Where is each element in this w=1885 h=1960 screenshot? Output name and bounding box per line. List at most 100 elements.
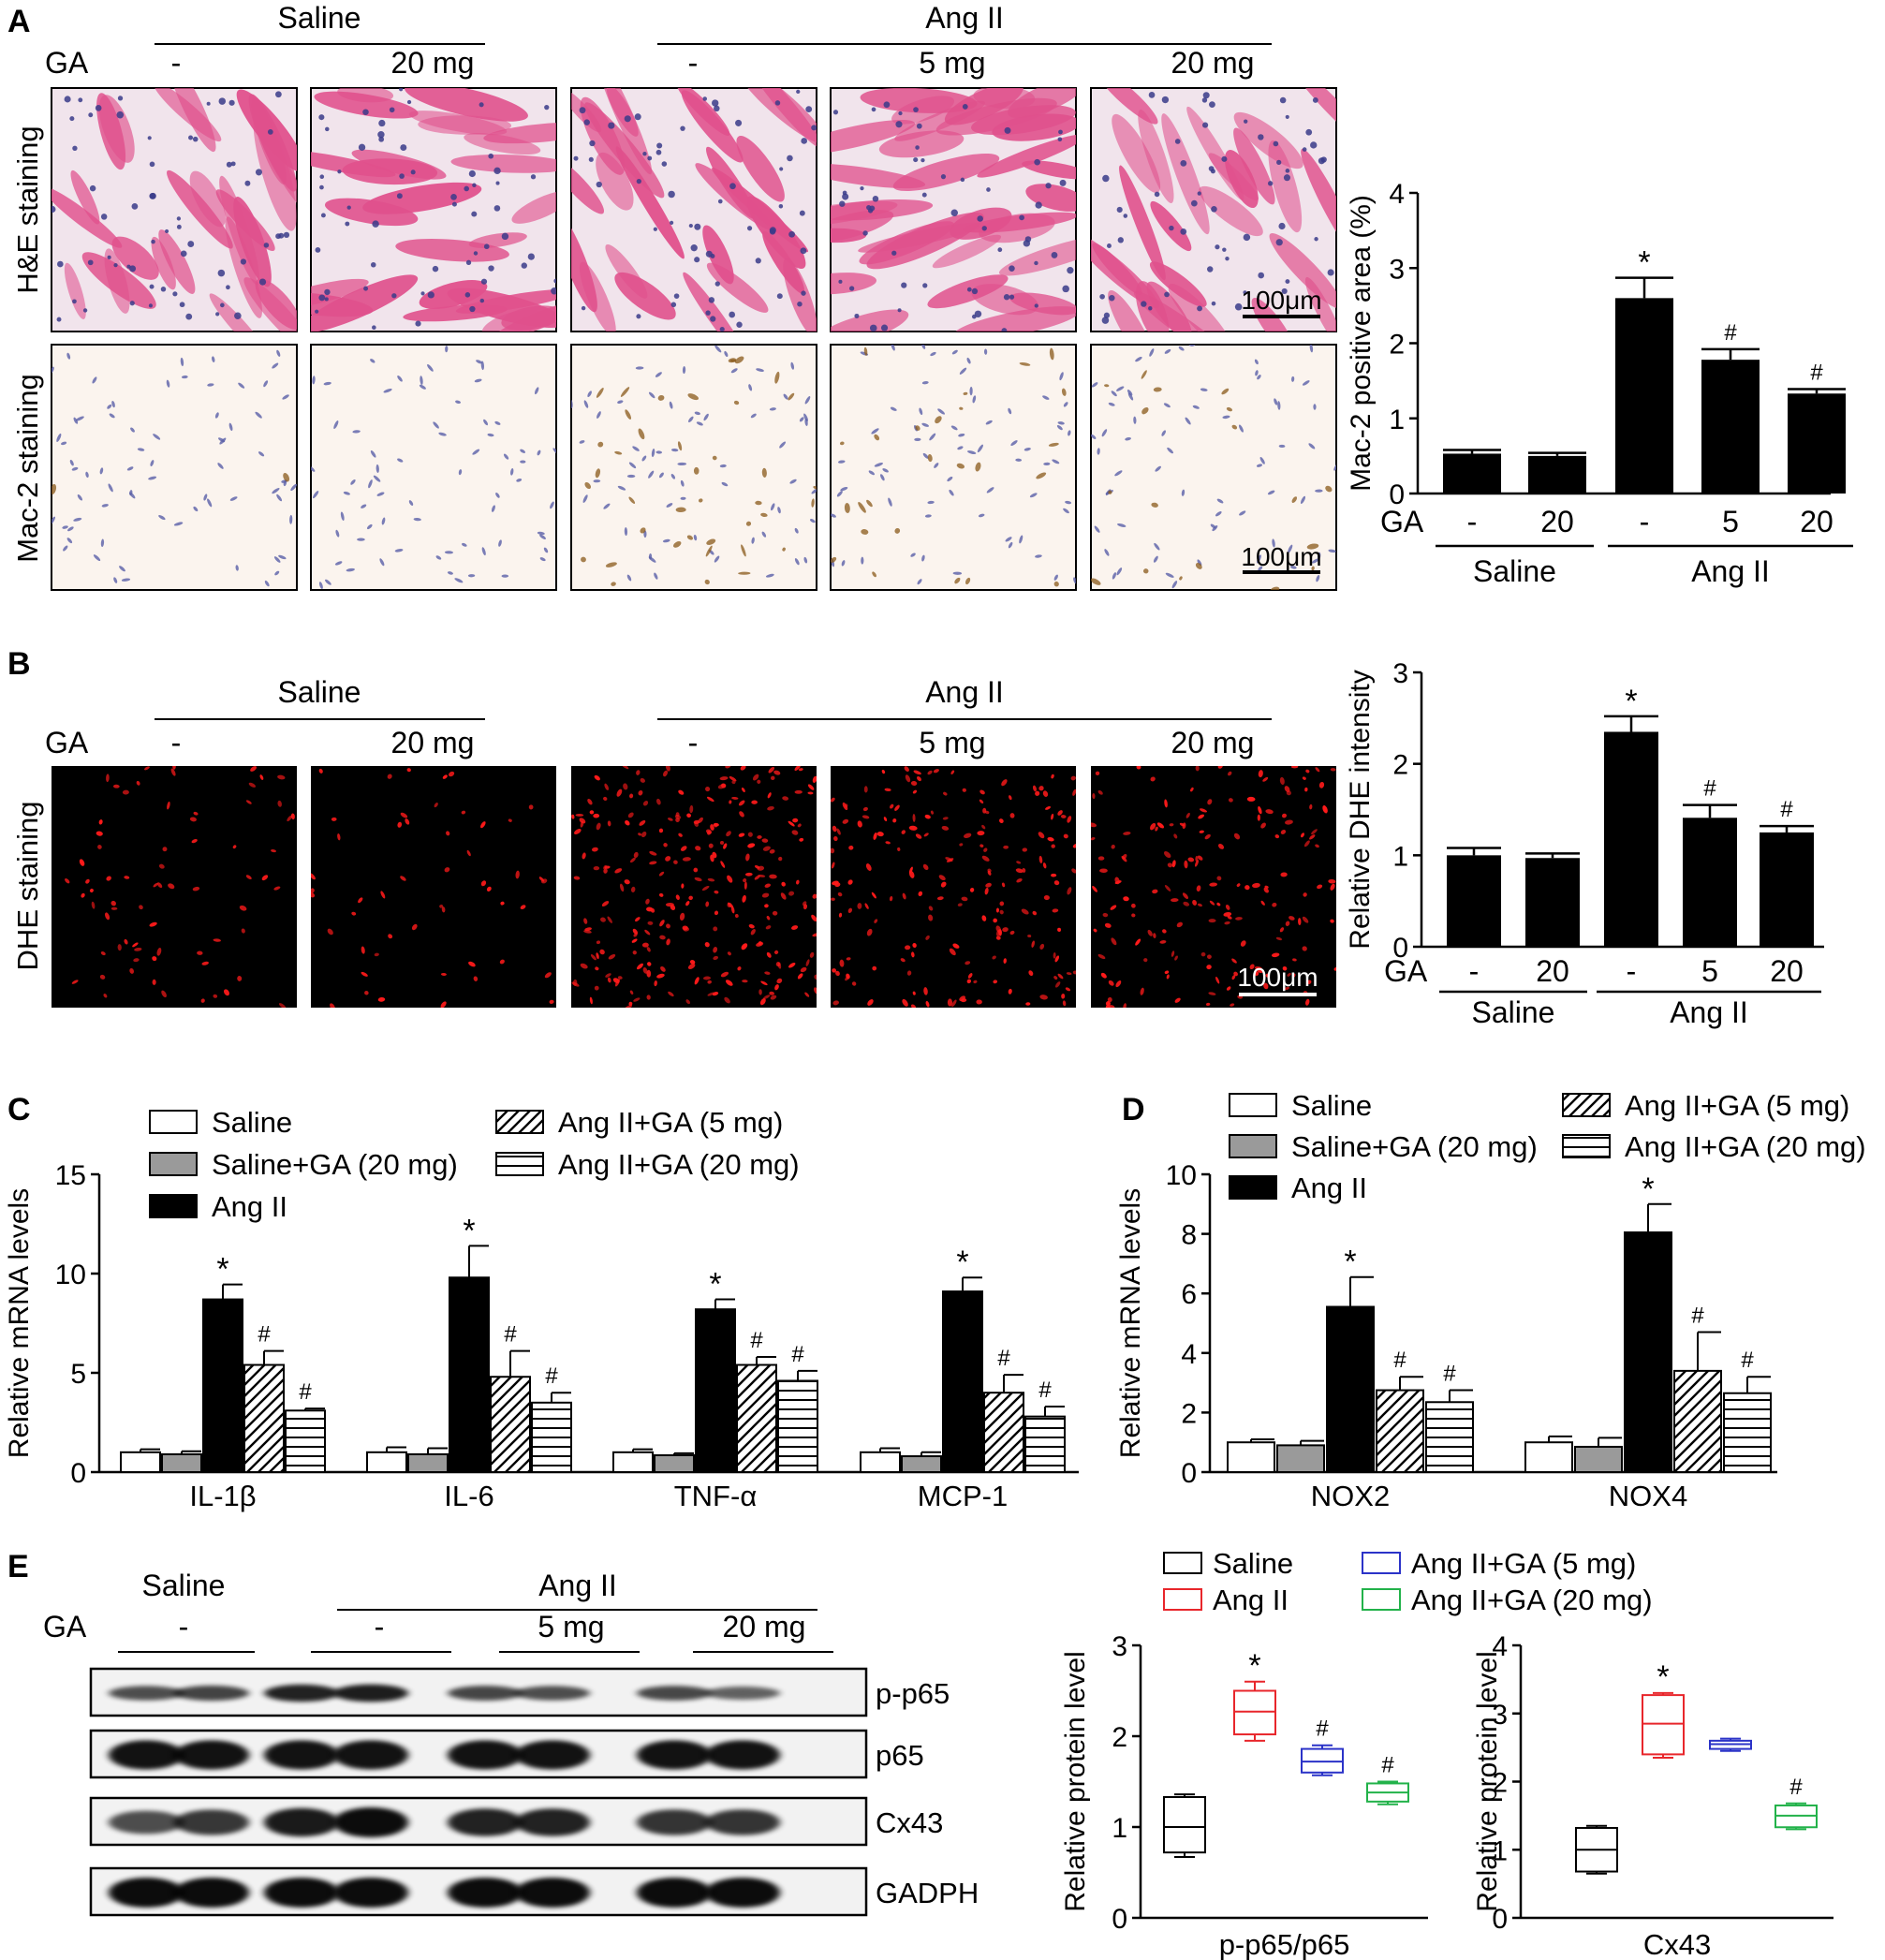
nucleus	[655, 450, 662, 454]
dhe-signal	[639, 819, 646, 826]
nucleus	[129, 492, 136, 499]
dhe-signal	[1217, 766, 1223, 769]
dhe-signal	[1303, 892, 1307, 897]
nucleus	[149, 161, 155, 168]
nucleus	[1067, 267, 1074, 274]
dhe-signal	[1217, 843, 1225, 849]
dhe-signal	[984, 810, 990, 815]
nucleus	[469, 305, 476, 313]
dhe-signal	[764, 971, 771, 975]
nucleus	[582, 494, 588, 503]
nucleus	[1317, 552, 1321, 561]
dhe-signal	[593, 865, 600, 871]
nucleus	[1034, 260, 1038, 266]
dhe-signal	[666, 938, 670, 946]
nucleus	[427, 363, 434, 372]
mac-micrograph-texture	[831, 345, 1076, 587]
nucleus	[148, 476, 157, 480]
legend-label: Ang II+GA (5 mg)	[558, 1106, 783, 1139]
category-label: 20	[1770, 954, 1804, 988]
muscle-fiber	[169, 88, 216, 153]
significance-hash: #	[545, 1363, 558, 1389]
nucleus	[212, 356, 215, 362]
mac-micrograph	[51, 344, 298, 591]
nucleus	[710, 316, 716, 322]
mac2-positive-stain	[874, 434, 880, 441]
dhe-signal	[1065, 987, 1071, 992]
dhe-signal	[1231, 975, 1236, 980]
nucleus	[721, 481, 729, 487]
nucleus	[483, 419, 489, 426]
nucleus	[530, 174, 537, 180]
blot-band	[448, 1686, 523, 1701]
nucleus	[107, 404, 112, 409]
panel-e-header: Saline Ang II GA - - 5 mg 20 mg	[43, 1569, 833, 1653]
nucleus	[1116, 206, 1123, 214]
dhe-signal	[906, 970, 912, 976]
ga-row-label: GA	[43, 1610, 87, 1643]
nucleus	[101, 504, 109, 508]
muscle-fiber	[111, 236, 159, 280]
dhe-signal	[1105, 1001, 1111, 1007]
dhe-signal	[1230, 1003, 1235, 1007]
nucleus	[493, 205, 501, 212]
dhe-signal	[311, 888, 315, 893]
dhe-signal	[727, 951, 731, 956]
dose-label: -	[171, 46, 182, 80]
nucleus	[1056, 424, 1063, 431]
nucleus	[626, 474, 636, 479]
bar	[736, 1363, 777, 1474]
dhe-signal	[1123, 832, 1131, 835]
dhe-signal	[747, 832, 753, 837]
nucleus	[677, 462, 687, 466]
muscle-fiber	[878, 130, 965, 158]
dhe-signal	[149, 921, 157, 927]
nucleus	[480, 361, 484, 371]
dhe-signal	[923, 987, 928, 995]
dhe-signal	[1215, 976, 1220, 984]
nucleus	[778, 203, 784, 209]
nucleus	[187, 241, 195, 248]
nucleus	[77, 494, 83, 501]
dhe-signal	[1333, 966, 1336, 971]
dhe-signal	[508, 818, 512, 822]
nucleus	[52, 516, 56, 525]
nucleus	[978, 513, 985, 518]
dhe-signal	[764, 883, 772, 888]
nucleus	[777, 507, 781, 514]
nucleus	[871, 107, 876, 112]
dhe-signal	[1067, 816, 1072, 823]
dhe-signal	[848, 845, 854, 850]
significance-star: *	[1642, 1172, 1654, 1207]
dhe-signal	[682, 925, 688, 931]
dhe-signal	[973, 980, 978, 984]
nucleus	[837, 460, 846, 464]
nucleus	[444, 551, 454, 554]
nucleus	[419, 384, 426, 390]
dhe-signal	[908, 866, 913, 874]
mac2-positive-stain	[1142, 568, 1149, 574]
dhe-signal	[604, 783, 610, 790]
nucleus	[376, 492, 385, 496]
muscle-fiber	[1168, 284, 1233, 332]
nucleus	[1116, 386, 1125, 391]
bar	[654, 1453, 695, 1473]
nucleus	[1314, 237, 1318, 242]
nucleus	[1155, 465, 1161, 472]
y-tick-label: 0	[1181, 1458, 1197, 1489]
nucleus	[313, 491, 319, 499]
dhe-signal	[405, 818, 410, 825]
muscle-fiber	[1224, 150, 1259, 208]
y-tick-label: 3	[1392, 658, 1408, 689]
dhe-signal	[1179, 822, 1185, 827]
bar	[612, 1451, 654, 1474]
y-tick-label: 3	[1112, 1631, 1127, 1662]
nucleus	[193, 506, 199, 512]
dhe-signal	[1055, 981, 1061, 988]
nucleus	[1258, 566, 1263, 571]
muscle-fiber	[1304, 276, 1336, 332]
row-label-dhe: DHE staining	[11, 802, 44, 971]
nucleus	[108, 483, 113, 493]
nucleus	[951, 349, 958, 355]
dhe-signal	[708, 843, 714, 848]
